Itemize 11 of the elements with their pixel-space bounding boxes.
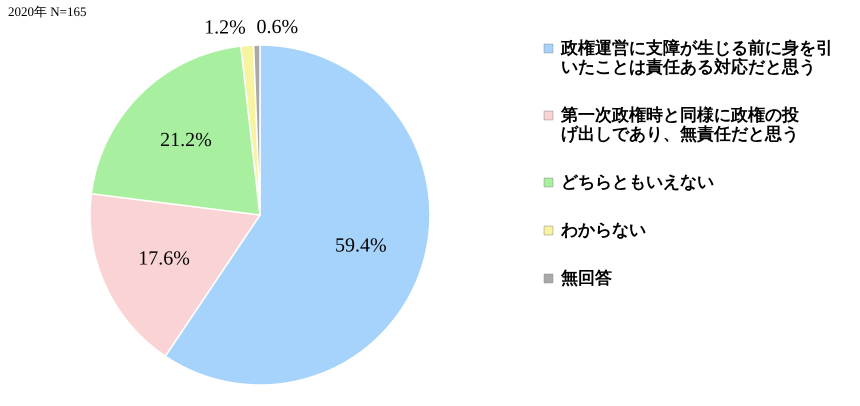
legend-label: どちらともいえない: [561, 172, 714, 192]
legend-label: わからない: [560, 220, 646, 240]
legend-label: 無回答: [560, 268, 612, 288]
legend-label: 第一次政権時と同様に政権の投げ出しであり、無責任だと思う: [560, 106, 800, 144]
data-label: 59.4%: [335, 234, 387, 257]
data-label: 0.6%: [256, 16, 298, 38]
data-label: 21.2%: [160, 129, 212, 152]
data-label: 17.6%: [138, 248, 190, 270]
data-label: 1.2%: [204, 16, 246, 39]
legend-label: 政権運営に支障が生じる前に身を引いたことは責任ある対応だと思う: [560, 38, 833, 78]
chart-title: 2020年 N=165: [8, 4, 86, 20]
